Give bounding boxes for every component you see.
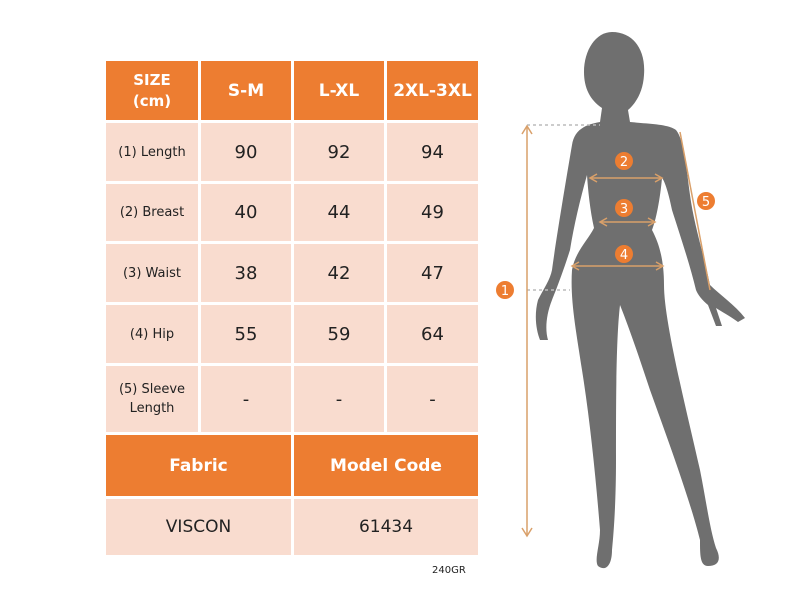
model-code-value: 61434	[291, 496, 481, 558]
measure-markers: 1 2 3 4 5	[496, 152, 715, 299]
weight-note: 240GR	[432, 565, 466, 576]
marker-4-label: 4	[620, 248, 628, 263]
cell: 92	[291, 120, 387, 184]
marker-1-label: 1	[501, 284, 509, 299]
marker-3-label: 3	[620, 202, 628, 217]
cell: 90	[198, 120, 294, 184]
size-s-m: S-M	[198, 58, 294, 123]
row-label-line: Length	[129, 401, 175, 416]
model-code-label: Model Code	[291, 432, 481, 499]
body-silhouette-figure: 1 2 3 4 5	[496, 32, 745, 569]
cell: 47	[384, 241, 481, 305]
marker-2	[615, 152, 633, 170]
silhouette	[535, 32, 745, 569]
row-label-line: (5) Sleeve	[118, 382, 186, 397]
table-row: (1) Length 90 92 94	[103, 120, 481, 184]
size-header: SIZE (cm)	[103, 58, 201, 123]
fabric-header-row: Fabric Model Code	[103, 432, 481, 499]
table-row: (5) Sleeve Length - - -	[103, 363, 481, 435]
cell: 49	[384, 181, 481, 244]
cell: 38	[198, 241, 294, 305]
row-label: (1) Length	[103, 120, 201, 184]
cell: 59	[291, 302, 387, 366]
row-label: (3) Waist	[103, 241, 201, 305]
row-label: (5) Sleeve Length	[103, 363, 201, 435]
size-l-xl: L-XL	[291, 58, 387, 123]
cell: 94	[384, 120, 481, 184]
marker-4	[615, 245, 633, 263]
row-label: (2) Breast	[103, 181, 201, 244]
cell: -	[384, 363, 481, 435]
marker-2-label: 2	[620, 155, 628, 170]
header-row: SIZE (cm) S-M L-XL 2XL-3XL	[103, 58, 481, 123]
size-header-unit: (cm)	[132, 91, 172, 110]
row-label: (4) Hip	[103, 302, 201, 366]
fabric-value-row: VISCON 61434	[103, 496, 481, 558]
cell: 64	[384, 302, 481, 366]
cell: 44	[291, 181, 387, 244]
marker-3	[615, 199, 633, 217]
cell: 55	[198, 302, 294, 366]
fabric-label: Fabric	[103, 432, 294, 499]
table-row: (4) Hip 55 59 64	[103, 302, 481, 366]
cell: 40	[198, 181, 294, 244]
size-chart-table: SIZE (cm) S-M L-XL 2XL-3XL (1) Length 90 …	[103, 58, 481, 558]
cell: 42	[291, 241, 387, 305]
marker-5	[697, 192, 715, 210]
table-row: (2) Breast 40 44 49	[103, 181, 481, 244]
measure-arrows	[521, 124, 711, 538]
marker-5-label: 5	[702, 195, 710, 210]
marker-1	[496, 281, 514, 299]
fabric-value: VISCON	[103, 496, 294, 558]
size-header-line: SIZE	[133, 70, 171, 89]
size-2xl-3xl: 2XL-3XL	[384, 58, 481, 123]
table-row: (3) Waist 38 42 47	[103, 241, 481, 305]
cell: -	[291, 363, 387, 435]
cell: -	[198, 363, 294, 435]
